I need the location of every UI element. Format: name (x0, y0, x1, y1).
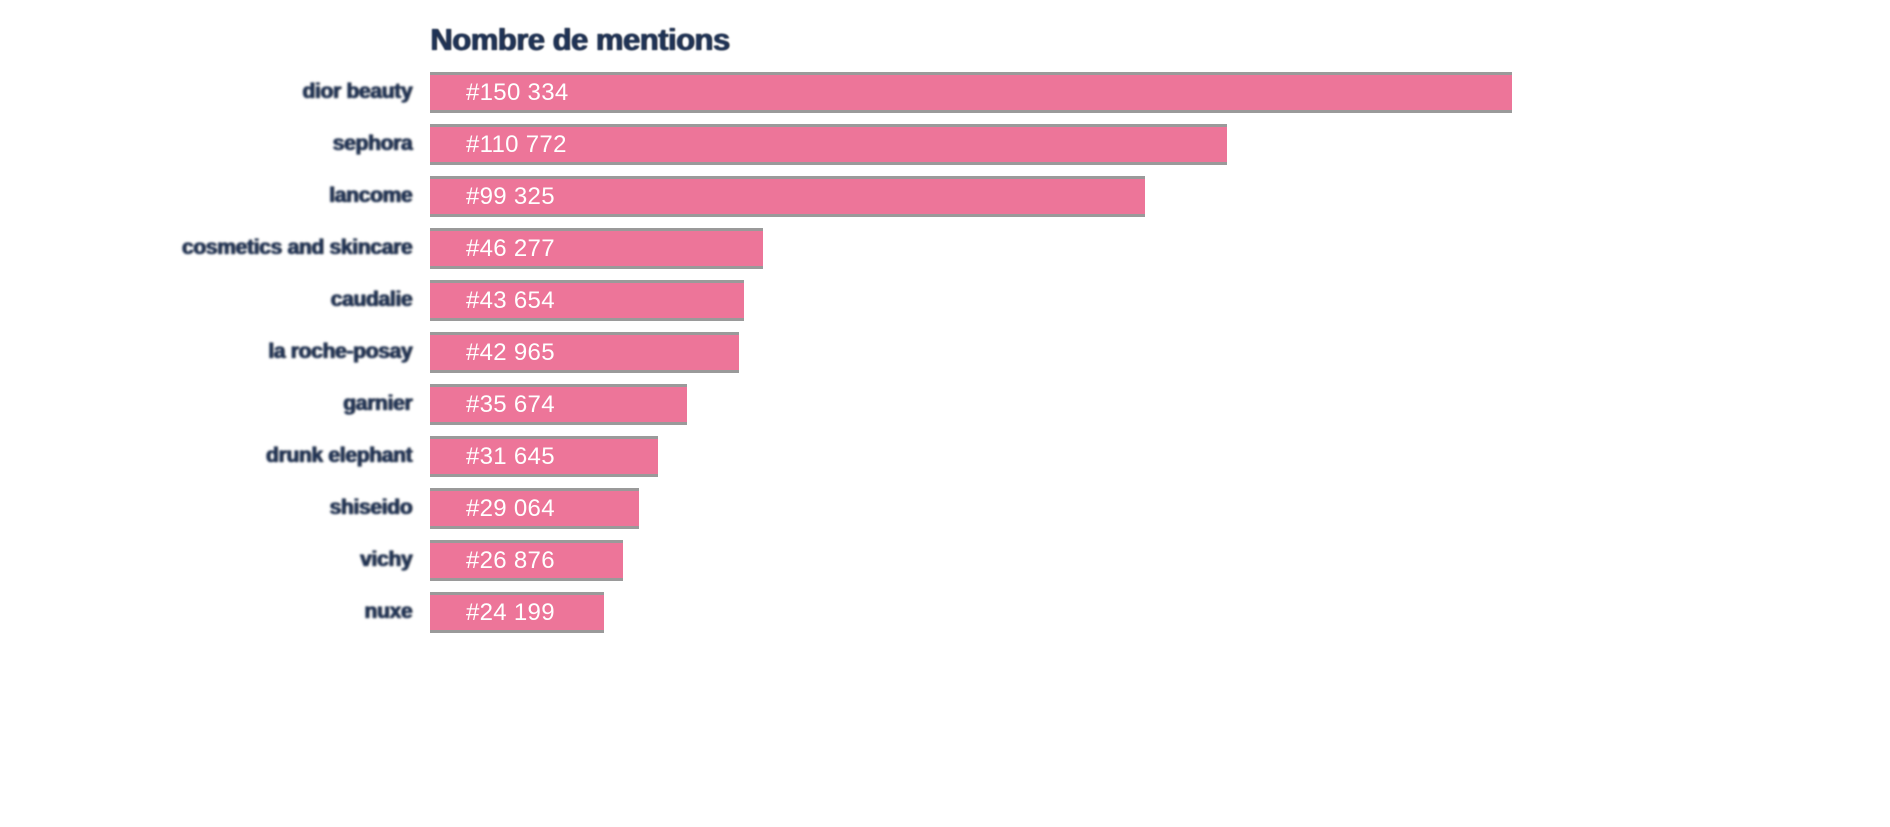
bar-value-label: #35 674 (466, 390, 555, 418)
category-label: lancome (328, 184, 412, 207)
category-label: sephora (332, 132, 412, 155)
chart-title: Nombre de mentions (430, 22, 730, 57)
category-label: caudalie (330, 288, 412, 311)
bar-wrapper: #110 772 (430, 124, 1227, 165)
bar-wrapper: #46 277 (430, 228, 763, 269)
category-label: drunk elephant (265, 444, 413, 467)
category-label: shiseido (329, 496, 412, 519)
bar-wrapper: #24 199 (430, 592, 604, 633)
chart-bar-row: la roche-posay #42 965 (0, 326, 1890, 378)
category-label: la roche-posay (267, 340, 412, 363)
bar-value-label: #99 325 (466, 182, 555, 210)
bar-value-label: #42 965 (466, 338, 555, 366)
chart-bar-row: drunk elephant #31 645 (0, 430, 1890, 482)
bar[interactable]: #150 334 (430, 72, 1512, 113)
bar[interactable]: #99 325 (430, 176, 1145, 217)
bar-value-label: #110 772 (466, 130, 567, 158)
chart-bar-row: caudalie #43 654 (0, 274, 1890, 326)
bar[interactable]: #35 674 (430, 384, 687, 425)
bar-wrapper: #35 674 (430, 384, 687, 425)
chart-plot-area: dior beauty #150 334 sephora #110 772 lancom… (0, 66, 1890, 656)
bar[interactable]: #110 772 (430, 124, 1227, 165)
bar-wrapper: #29 064 (430, 488, 639, 529)
bar-value-label: #24 199 (466, 598, 555, 626)
bar-wrapper: #150 334 (430, 72, 1512, 113)
chart-bar-row: lancome #99 325 (0, 170, 1890, 222)
bar-value-label: #31 645 (466, 442, 555, 470)
bar-wrapper: #26 876 (430, 540, 623, 581)
chart-bar-row: dior beauty #150 334 (0, 66, 1890, 118)
bar-wrapper: #31 645 (430, 436, 658, 477)
bar[interactable]: #31 645 (430, 436, 658, 477)
chart-bar-row: nuxe #24 199 (0, 586, 1890, 638)
bar-wrapper: #43 654 (430, 280, 744, 321)
category-label: vichy (359, 548, 413, 571)
bar-value-label: #29 064 (466, 494, 555, 522)
bar-value-label: #26 876 (466, 546, 555, 574)
chart-bar-row: garnier #35 674 (0, 378, 1890, 430)
bar[interactable]: #42 965 (430, 332, 739, 373)
bar-wrapper: #99 325 (430, 176, 1145, 217)
category-label: dior beauty (302, 80, 412, 103)
bar[interactable]: #29 064 (430, 488, 639, 529)
bar[interactable]: #24 199 (430, 592, 604, 633)
bar-value-label: #150 334 (466, 78, 569, 106)
category-label: cosmetics and skincare (181, 236, 413, 259)
category-label: nuxe (364, 600, 412, 623)
chart-bar-row: cosmetics and skincare #46 277 (0, 222, 1890, 274)
bar-wrapper: #42 965 (430, 332, 739, 373)
chart-bar-row: sephora #110 772 (0, 118, 1890, 170)
bar[interactable]: #26 876 (430, 540, 623, 581)
chart-bar-row: shiseido #29 064 (0, 482, 1890, 534)
bar[interactable]: #43 654 (430, 280, 744, 321)
bar-value-label: #46 277 (466, 234, 555, 262)
bar[interactable]: #46 277 (430, 228, 763, 269)
chart-bar-row: vichy #26 876 (0, 534, 1890, 586)
bar-value-label: #43 654 (466, 286, 555, 314)
category-label: garnier (342, 392, 412, 415)
